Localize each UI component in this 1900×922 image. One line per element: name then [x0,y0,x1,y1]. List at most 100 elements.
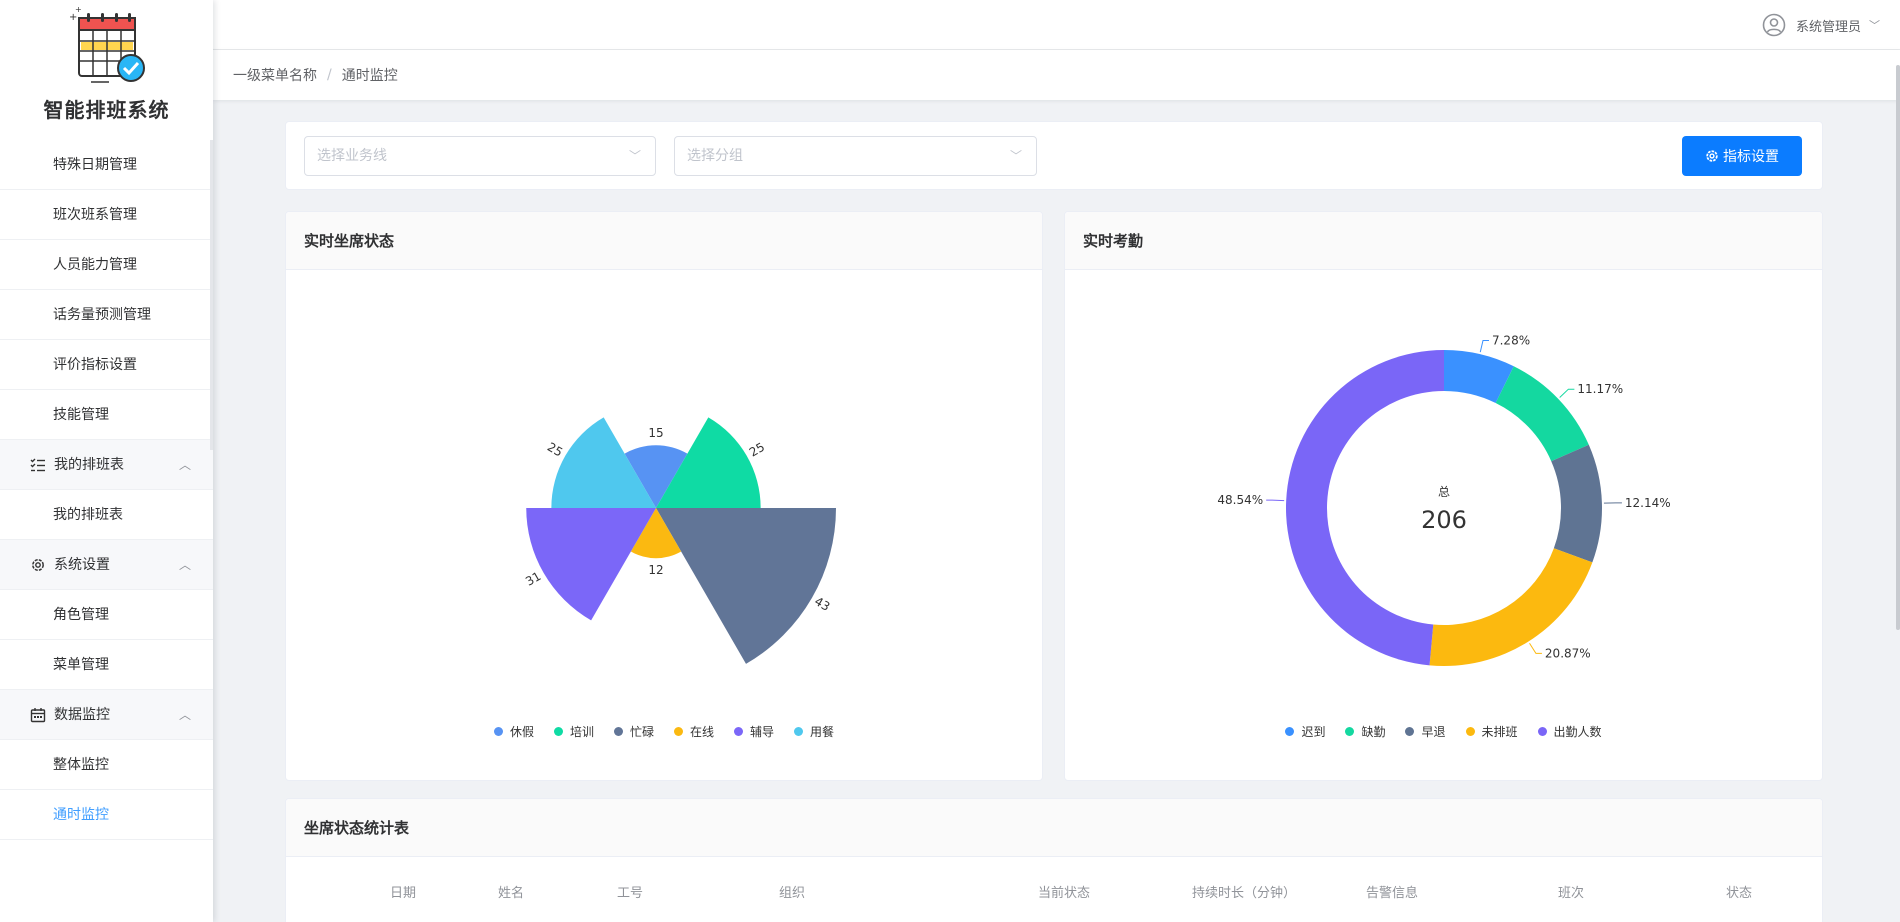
rose-value-label: 12 [648,563,663,577]
legend-dot [674,727,683,736]
attendance-legend-item[interactable]: 缺勤 [1345,723,1385,740]
rose-slice[interactable] [624,445,688,508]
rose-slice[interactable] [656,508,836,664]
breadcrumb: 一级菜单名称 / 通时监控 [213,50,1900,100]
attendance-legend-item[interactable]: 出勤人数 [1537,723,1602,740]
rose-slice[interactable] [656,417,761,508]
user-menu[interactable]: 系统管理员 ﹀ [1762,13,1880,37]
table-header-employee-id: 工号 [617,886,644,901]
legend-dot [493,727,503,736]
legend-dot [1285,727,1295,736]
sidebar-item-label: 菜单管理 [53,657,109,673]
business-line-select[interactable]: 选择业务线 ﹀ [304,136,656,176]
donut-percent-label: 20.87% [1545,646,1591,660]
top-header: 系统管理员 ﹀ [213,0,1900,50]
donut-slice[interactable] [1551,444,1602,563]
donut-label-line [1479,339,1489,353]
list-check-icon [30,458,45,471]
sidebar-group-label: 系统设置 [54,556,110,573]
sidebar-item-role-management[interactable]: 角色管理 [0,590,213,640]
attendance-legend-item[interactable]: 迟到 [1285,723,1325,740]
rose-slice[interactable] [551,417,656,508]
table-header-organization: 组织 [779,886,806,901]
sidebar-item-label: 班次班系管理 [53,207,137,223]
chevron-up-icon: ︿ [178,458,191,472]
sidebar-item-my-schedule[interactable]: 我的排班表 [0,490,213,540]
table-header-shift: 班次 [1558,886,1585,901]
attendance-donut-chart: 7.28% 11.17% 12.14% 20.87% 48.54% 总 206 [1217,333,1671,666]
sidebar-group-system-settings[interactable]: 系统设置 ︿ [0,540,213,590]
business-line-placeholder: 选择业务线 [317,148,387,164]
chevron-up-icon: ︿ [178,708,191,722]
seat-status-table-title: 坐席状态统计表 [286,799,1822,857]
seat-status-title: 实时坐席状态 [286,212,1042,270]
sidebar-item-shift-management[interactable]: 班次班系管理 [0,190,213,240]
calendar-check-logo-icon: + + [69,5,145,83]
side-menu: 特殊日期管理 班次班系管理 人员能力管理 话务量预测管理 评价指标设置 技能管理… [0,140,213,840]
legend-label: 出勤人数 [1553,725,1602,739]
legend-label: 培训 [569,725,594,739]
sidebar-item-call-time-monitoring[interactable]: 通时监控 [0,790,213,840]
sidebar-item-call-forecast[interactable]: 话务量预测管理 [0,290,213,340]
chevron-down-icon: ﹀ [1009,149,1022,163]
group-placeholder: 选择分组 [687,148,743,164]
breadcrumb-level1[interactable]: 一级菜单名称 [233,68,317,84]
donut-label-line [1266,499,1285,502]
sidebar-item-overall-monitoring[interactable]: 整体监控 [0,740,213,790]
seat-status-legend-item[interactable]: 培训 [553,723,594,740]
attendance-legend-item[interactable]: 早退 [1405,723,1446,740]
sidebar-group-data-monitoring[interactable]: 数据监控 ︿ [0,690,213,740]
svg-text:+: + [75,5,82,14]
sidebar-item-label: 特殊日期管理 [53,157,137,173]
sidebar-item-menu-management[interactable]: 菜单管理 [0,640,213,690]
donut-percent-label: 7.28% [1492,333,1530,347]
sidebar-item-skill-management[interactable]: 技能管理 [0,390,213,440]
donut-center-value: 206 [1421,506,1467,534]
user-name: 系统管理员 [1795,19,1861,35]
sidebar-item-label: 话务量预测管理 [53,307,151,323]
seat-status-table-card: 坐席状态统计表 日期 姓名 工号 组织 当前状态 持续时长（分钟） 告警信息 班… [285,798,1823,922]
table-header-name: 姓名 [498,886,525,901]
legend-dot [794,727,804,736]
sidebar: + + 智能排班系统 特殊日期管理 班次班系管理 人员能力管理 话务量预测管理 … [0,0,213,922]
rose-slice[interactable] [526,508,656,621]
sidebar-item-label: 角色管理 [53,607,109,623]
sidebar-scrollbar[interactable] [210,140,213,450]
seat-status-legend-item[interactable]: 在线 [674,723,714,740]
gear-icon [32,558,44,571]
table-header-alert-info: 告警信息 [1366,886,1419,901]
rose-value-label: 25 [545,440,565,460]
indicator-settings-button[interactable]: 指标设置 [1682,136,1802,176]
seat-status-legend-item[interactable]: 忙碌 [613,723,654,740]
legend-label: 未排班 [1481,725,1518,739]
rose-slice[interactable] [630,508,682,559]
donut-slice[interactable] [1285,350,1444,666]
sidebar-item-label: 整体监控 [53,757,109,773]
donut-percent-label: 48.54% [1217,493,1263,507]
group-select[interactable]: 选择分组 ﹀ [674,136,1037,176]
seat-status-legend-item[interactable]: 休假 [493,723,534,740]
legend-label: 迟到 [1301,725,1326,739]
sidebar-group-my-schedule[interactable]: 我的排班表 ︿ [0,440,213,490]
sidebar-item-label: 通时监控 [53,807,109,823]
sidebar-group-label: 我的排班表 [54,456,124,473]
table-header-row: 日期 姓名 工号 组织 当前状态 持续时长（分钟） 告警信息 班次 状态 [286,858,1822,922]
legend-label: 早退 [1421,725,1446,739]
indicator-settings-label: 指标设置 [1723,149,1779,165]
seat-status-legend-item[interactable]: 辅导 [734,723,774,740]
page-scrollbar[interactable] [1896,65,1900,630]
attendance-card: 实时考勤 7.28% 11.17% 12.14% 20.87% 48.54% 总 206 迟… [1064,211,1823,781]
attendance-legend-item[interactable]: 未排班 [1465,723,1518,740]
legend-dot [1405,727,1415,736]
sidebar-item-evaluation-settings[interactable]: 评价指标设置 [0,340,213,390]
seat-status-legend-item[interactable]: 用餐 [794,723,834,740]
legend-dot [1537,727,1547,736]
sidebar-item-special-date[interactable]: 特殊日期管理 [0,140,213,190]
legend-label: 休假 [509,725,534,739]
legend-label: 在线 [690,725,715,739]
legend-dot [1465,727,1475,736]
donut-slice[interactable] [1429,548,1593,666]
donut-slice[interactable] [1495,366,1589,462]
sidebar-item-staff-ability[interactable]: 人员能力管理 [0,240,213,290]
donut-slice[interactable] [1444,350,1514,404]
